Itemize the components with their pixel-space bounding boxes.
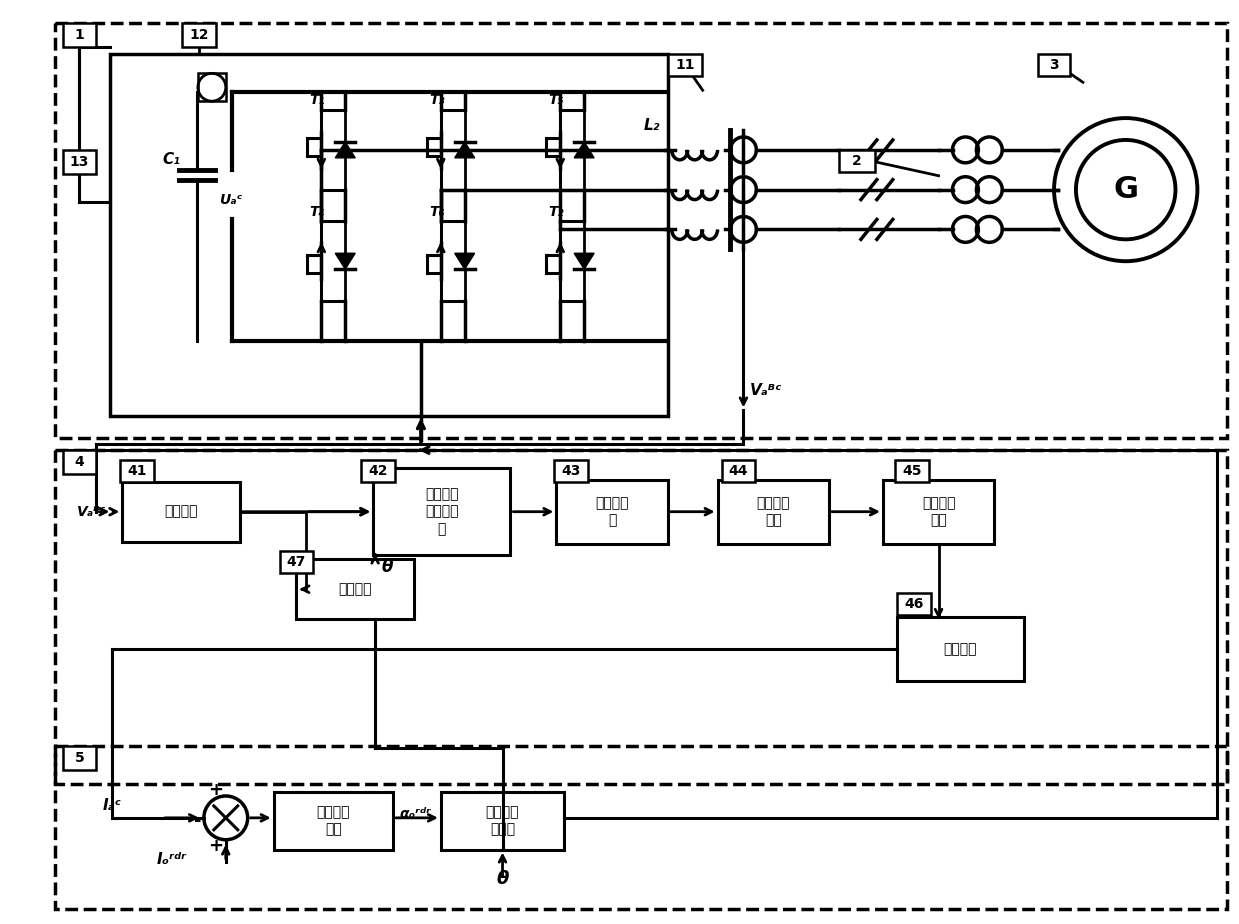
- Text: 1: 1: [74, 28, 84, 42]
- Bar: [62, 150, 97, 174]
- Text: 限幅环节: 限幅环节: [944, 642, 978, 656]
- Text: 测量环节: 测量环节: [165, 505, 198, 518]
- Bar: [717, 480, 829, 543]
- Text: T₅: T₅: [549, 93, 564, 107]
- Polygon shape: [455, 142, 475, 158]
- Text: Uₐᶜ: Uₐᶜ: [219, 192, 242, 207]
- Text: 47: 47: [286, 555, 306, 569]
- Text: αₒʳᵈʳ: αₒʳᵈʳ: [399, 807, 431, 821]
- Bar: [274, 792, 393, 850]
- Text: θ: θ: [382, 558, 393, 577]
- Bar: [120, 460, 154, 482]
- Bar: [280, 552, 313, 573]
- Text: 4: 4: [74, 455, 84, 469]
- Bar: [361, 460, 395, 482]
- Text: 定电流控
制器: 定电流控 制器: [316, 805, 351, 836]
- Text: 41: 41: [128, 464, 147, 478]
- Text: 2: 2: [852, 153, 862, 168]
- Text: 13: 13: [69, 155, 89, 169]
- Text: T₂: T₂: [549, 204, 564, 218]
- Text: T₃: T₃: [429, 93, 445, 107]
- Bar: [554, 460, 589, 482]
- Bar: [55, 450, 1228, 784]
- Bar: [62, 23, 97, 46]
- Text: 次同步频
率变换环
节: 次同步频 率变换环 节: [425, 487, 458, 536]
- Text: L₂: L₂: [643, 117, 660, 132]
- Bar: [373, 468, 510, 555]
- Bar: [55, 23, 1228, 438]
- Bar: [296, 559, 414, 619]
- Text: +: +: [208, 836, 223, 855]
- Text: 44: 44: [729, 464, 748, 478]
- Text: 比例放大
环节: 比例放大 环节: [922, 496, 955, 528]
- Bar: [897, 593, 930, 615]
- Bar: [62, 747, 97, 770]
- Bar: [198, 73, 225, 102]
- Text: 12: 12: [190, 28, 208, 42]
- Text: Iₐᶜ: Iₐᶜ: [103, 798, 121, 813]
- Text: 46: 46: [904, 597, 923, 611]
- Bar: [123, 482, 239, 541]
- Bar: [839, 150, 875, 172]
- Text: C₁: C₁: [162, 152, 180, 167]
- Text: G: G: [1113, 176, 1139, 204]
- Text: Vₐᴮᶜ: Vₐᴮᶜ: [77, 505, 107, 518]
- Bar: [895, 460, 928, 482]
- Text: 带通滤波
器: 带通滤波 器: [595, 496, 628, 528]
- Text: +: +: [208, 781, 223, 799]
- Bar: [110, 55, 668, 417]
- Text: 锁相环节: 锁相环节: [338, 582, 372, 596]
- Bar: [1038, 55, 1070, 77]
- Polygon shape: [336, 253, 356, 269]
- Text: 相位补偿
环节: 相位补偿 环节: [757, 496, 790, 528]
- Text: -: -: [195, 812, 202, 830]
- Text: θ: θ: [497, 870, 509, 889]
- Bar: [55, 747, 1228, 909]
- Bar: [62, 450, 97, 474]
- Bar: [182, 23, 216, 46]
- Text: T₄: T₄: [310, 204, 325, 218]
- Text: 3: 3: [1049, 58, 1059, 72]
- Bar: [897, 617, 1025, 681]
- Text: 42: 42: [368, 464, 388, 478]
- Bar: [441, 792, 564, 850]
- Text: 11: 11: [675, 58, 694, 72]
- Polygon shape: [574, 253, 595, 269]
- Bar: [883, 480, 995, 543]
- Text: 43: 43: [561, 464, 581, 478]
- Text: 45: 45: [902, 464, 922, 478]
- Text: 5: 5: [74, 751, 84, 765]
- Bar: [721, 460, 756, 482]
- Text: Vₐᴮᶜ: Vₐᴮᶜ: [750, 383, 782, 398]
- Bar: [668, 55, 701, 77]
- Bar: [556, 480, 668, 543]
- Polygon shape: [455, 253, 475, 269]
- Text: Iₒʳᵈʳ: Iₒʳᵈʳ: [157, 852, 187, 867]
- Text: T₁: T₁: [310, 93, 325, 107]
- Polygon shape: [574, 142, 595, 158]
- Text: 触发脉冲
生成器: 触发脉冲 生成器: [486, 805, 519, 836]
- Polygon shape: [336, 142, 356, 158]
- Text: T₆: T₆: [429, 204, 445, 218]
